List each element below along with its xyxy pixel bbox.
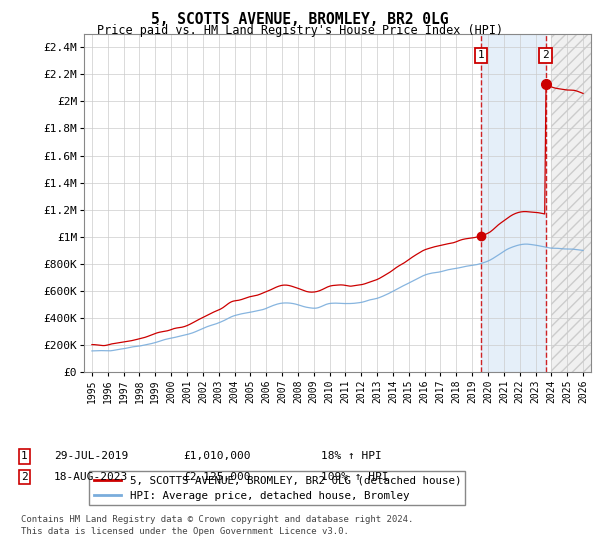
Text: 109% ↑ HPI: 109% ↑ HPI: [321, 472, 389, 482]
Text: Price paid vs. HM Land Registry's House Price Index (HPI): Price paid vs. HM Land Registry's House …: [97, 24, 503, 37]
Text: Contains HM Land Registry data © Crown copyright and database right 2024.
This d: Contains HM Land Registry data © Crown c…: [21, 515, 413, 536]
Text: 5, SCOTTS AVENUE, BROMLEY, BR2 0LG: 5, SCOTTS AVENUE, BROMLEY, BR2 0LG: [151, 12, 449, 27]
Bar: [481, 34, 545, 372]
Text: 2: 2: [21, 472, 28, 482]
Text: £2,125,000: £2,125,000: [183, 472, 251, 482]
Text: 1: 1: [21, 451, 28, 461]
Legend: 5, SCOTTS AVENUE, BROMLEY, BR2 0LG (detached house), HPI: Average price, detache: 5, SCOTTS AVENUE, BROMLEY, BR2 0LG (deta…: [89, 471, 466, 505]
Bar: [551, 34, 591, 372]
Text: 29-JUL-2019: 29-JUL-2019: [54, 451, 128, 461]
Bar: [551, 34, 591, 372]
Text: 18-AUG-2023: 18-AUG-2023: [54, 472, 128, 482]
Text: 18% ↑ HPI: 18% ↑ HPI: [321, 451, 382, 461]
Text: 2: 2: [542, 50, 549, 60]
Text: £1,010,000: £1,010,000: [183, 451, 251, 461]
Text: 1: 1: [478, 50, 485, 60]
